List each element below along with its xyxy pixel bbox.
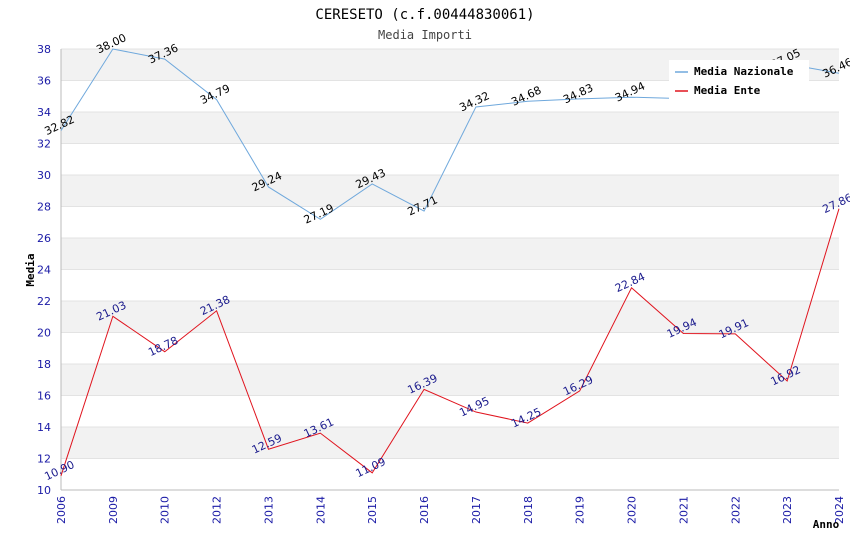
chart-subtitle: Media Importi — [378, 28, 472, 42]
grid-band — [61, 332, 839, 364]
y-tick-label: 30 — [37, 169, 51, 182]
grid-band — [61, 427, 839, 459]
y-axis-ticks: 10 12 14 16 18 20 22 24 26 28 30 32 34 36 38 — [37, 43, 51, 497]
y-tick-label: 38 — [37, 43, 51, 56]
chart-title: CERESETO (c.f.00444830061) — [315, 7, 534, 23]
grid-band — [61, 364, 839, 396]
series-line-ente — [60, 208, 840, 476]
y-tick-label: 14 — [37, 421, 51, 434]
x-tick-label: 2021 — [677, 496, 690, 524]
grid-band — [61, 112, 839, 144]
legend-box — [669, 60, 809, 100]
x-tick-label: 2020 — [626, 496, 639, 524]
grid-band — [61, 175, 839, 207]
y-tick-label: 16 — [37, 390, 51, 403]
x-tick-label: 2023 — [781, 496, 794, 524]
y-tick-label: 24 — [37, 264, 51, 277]
grid-band — [61, 238, 839, 270]
y-tick-label: 28 — [37, 201, 51, 214]
y-tick-label: 26 — [37, 232, 51, 245]
x-tick-label: 2015 — [366, 496, 379, 524]
x-tick-label: 2014 — [314, 496, 327, 524]
grid-band — [61, 269, 839, 301]
x-axis-ticks: 2006 2009 2010 2012 2013 2014 2015 2016 2017 2018… — [55, 496, 846, 524]
grid-band — [61, 301, 839, 333]
y-tick-label: 20 — [37, 327, 51, 340]
grid-bands — [61, 48, 839, 491]
x-tick-label: 2010 — [159, 496, 172, 524]
x-tick-label: 2006 — [55, 496, 68, 524]
y-tick-label: 32 — [37, 138, 51, 151]
x-tick-label: 2024 — [833, 496, 846, 524]
x-tick-label: 2009 — [107, 496, 120, 524]
legend: Media Nazionale Media Ente — [669, 60, 809, 100]
y-tick-label: 18 — [37, 358, 51, 371]
x-axis-label: Anno — [813, 518, 840, 531]
y-tick-label: 22 — [37, 295, 51, 308]
x-tick-label: 2013 — [262, 496, 275, 524]
x-tick-label: 2016 — [418, 496, 431, 524]
y-axis-label: Media — [24, 253, 37, 286]
y-tick-label: 36 — [37, 75, 51, 88]
legend-item-ente: Media Ente — [694, 84, 761, 97]
legend-item-nazionale: Media Nazionale — [694, 65, 794, 78]
x-tick-label: 2017 — [470, 496, 483, 524]
grid-band — [61, 458, 839, 490]
axes — [60, 49, 839, 491]
y-tick-label: 34 — [37, 106, 51, 119]
x-tick-label: 2012 — [211, 496, 224, 524]
x-tick-label: 2022 — [729, 496, 742, 524]
y-tick-label: 12 — [37, 453, 51, 466]
x-tick-label: 2018 — [522, 496, 535, 524]
x-tick-label: 2019 — [574, 496, 587, 524]
grid-band — [61, 206, 839, 238]
y-tick-label: 10 — [37, 484, 51, 497]
